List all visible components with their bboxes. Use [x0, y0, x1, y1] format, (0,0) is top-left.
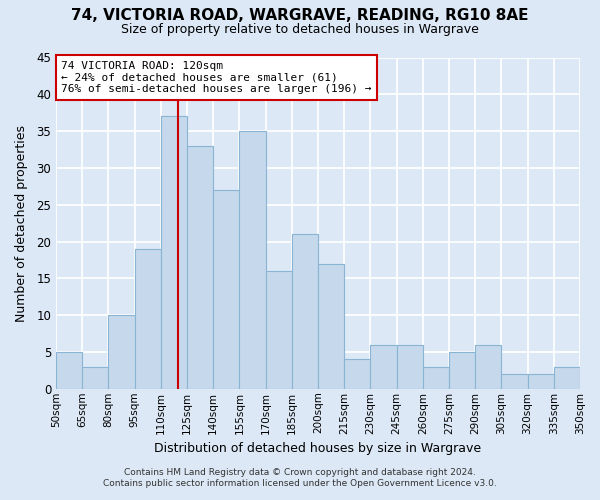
- Text: Contains HM Land Registry data © Crown copyright and database right 2024.
Contai: Contains HM Land Registry data © Crown c…: [103, 468, 497, 487]
- Text: 74 VICTORIA ROAD: 120sqm
← 24% of detached houses are smaller (61)
76% of semi-d: 74 VICTORIA ROAD: 120sqm ← 24% of detach…: [61, 61, 372, 94]
- Text: 74, VICTORIA ROAD, WARGRAVE, READING, RG10 8AE: 74, VICTORIA ROAD, WARGRAVE, READING, RG…: [71, 8, 529, 22]
- Bar: [527, 374, 554, 389]
- Bar: [370, 344, 397, 389]
- Bar: [292, 234, 318, 389]
- Y-axis label: Number of detached properties: Number of detached properties: [15, 124, 28, 322]
- Bar: [134, 249, 161, 389]
- X-axis label: Distribution of detached houses by size in Wargrave: Distribution of detached houses by size …: [154, 442, 482, 455]
- Bar: [475, 344, 502, 389]
- Bar: [502, 374, 527, 389]
- Bar: [213, 190, 239, 389]
- Bar: [423, 366, 449, 389]
- Bar: [554, 366, 580, 389]
- Bar: [449, 352, 475, 389]
- Bar: [161, 116, 187, 389]
- Bar: [82, 366, 109, 389]
- Bar: [239, 131, 266, 389]
- Bar: [187, 146, 213, 389]
- Bar: [56, 352, 82, 389]
- Text: Size of property relative to detached houses in Wargrave: Size of property relative to detached ho…: [121, 22, 479, 36]
- Bar: [397, 344, 423, 389]
- Bar: [109, 315, 134, 389]
- Bar: [318, 264, 344, 389]
- Bar: [266, 271, 292, 389]
- Bar: [344, 360, 370, 389]
